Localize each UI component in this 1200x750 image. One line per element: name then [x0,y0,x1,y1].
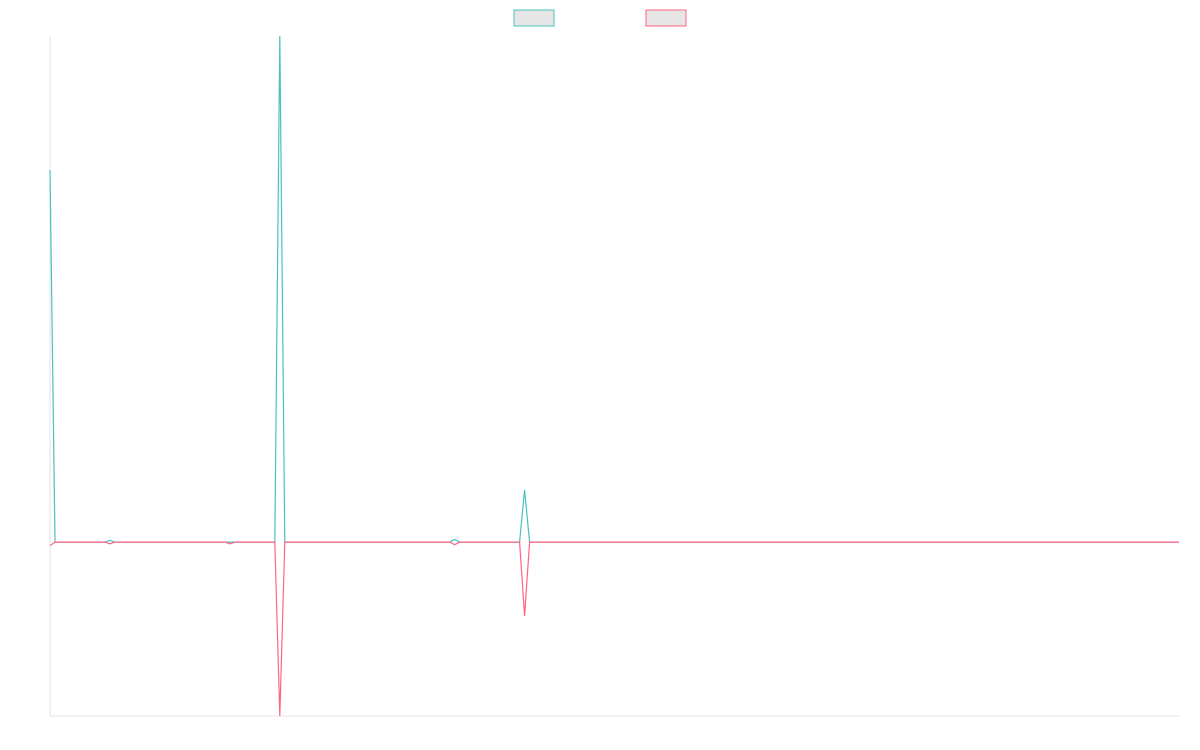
legend-swatch [645,9,687,27]
series-line [49,541,1179,717]
legend-swatch [513,9,555,27]
series-line [49,35,1179,543]
